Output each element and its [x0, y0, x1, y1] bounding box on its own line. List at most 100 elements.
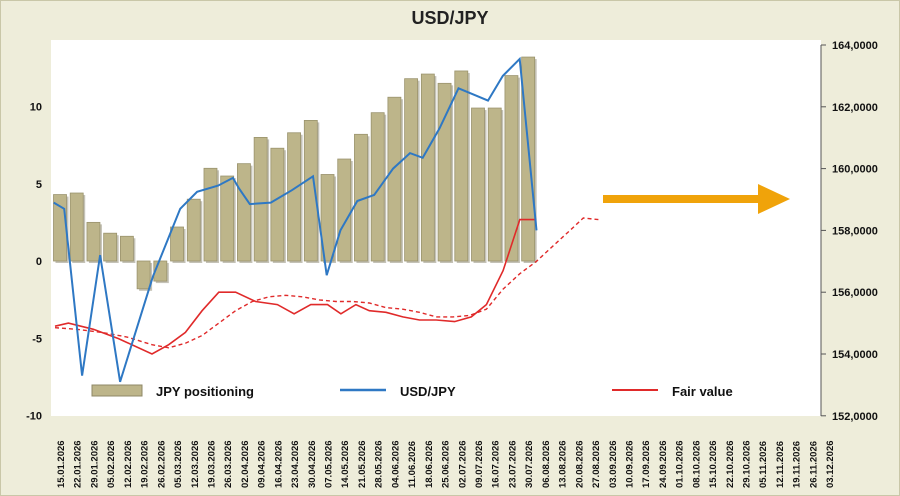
x-tick-label: 02.07.2026: [457, 440, 468, 488]
y2-tick-label: 152,0000: [832, 411, 878, 423]
x-tick-label: 30.07.2026: [524, 440, 535, 488]
x-tick-label: 12.03.2026: [190, 440, 201, 488]
x-tick-label: 08.10.2026: [691, 440, 702, 488]
x-tick-label: 23.07.2026: [507, 440, 518, 488]
positioning-bar: [420, 73, 435, 262]
positioning-bar: [253, 136, 268, 262]
positioning-bar: [103, 232, 118, 262]
positioning-bar: [337, 158, 352, 262]
x-tick-label: 07.05.2026: [324, 440, 335, 488]
legend: JPY positioning USD/JPY Fair value: [91, 384, 733, 399]
positioning-bar: [504, 75, 519, 262]
legend-label-fair-value: Fair value: [672, 384, 733, 399]
chart-title: USD/JPY: [411, 8, 489, 28]
x-tick-label: 10.09.2026: [624, 440, 635, 488]
x-tick-label: 03.09.2026: [608, 440, 619, 488]
positioning-bar: [270, 147, 285, 262]
x-tick-label: 19.11.2026: [792, 441, 803, 488]
y-tick-label: 5: [36, 179, 42, 191]
positioning-bar: [454, 70, 469, 262]
x-tick-label: 11.06.2026: [407, 441, 418, 488]
x-tick-label: 22.01.2026: [73, 440, 84, 488]
y-tick-label: 10: [30, 102, 42, 114]
legend-label-positioning: JPY positioning: [156, 384, 254, 399]
x-tick-label: 19.02.2026: [140, 440, 151, 488]
positioning-bar: [521, 56, 536, 262]
x-tick-label: 12.02.2026: [123, 440, 134, 488]
y-tick-label: 0: [36, 256, 42, 268]
y2-tick-label: 164,0000: [832, 40, 878, 52]
chart-lines: [53, 56, 599, 383]
positioning-bar: [303, 120, 318, 262]
positioning-bar: [287, 132, 301, 262]
fair-value-line: [54, 218, 537, 355]
positioning-bar: [387, 96, 402, 262]
forecast-arrow-icon: [603, 184, 790, 214]
positioning-bar: [69, 192, 84, 262]
x-tick-label: 09.04.2026: [257, 440, 268, 488]
positioning-bar: [86, 221, 101, 262]
x-tick-label: 29.10.2026: [742, 440, 753, 488]
x-tick-label: 05.03.2026: [173, 440, 184, 488]
positioning-bar: [220, 175, 235, 262]
x-tick-label: 13.08.2026: [558, 440, 569, 488]
legend-label-usdjpy: USD/JPY: [400, 384, 456, 399]
x-tick-label: 06.08.2026: [541, 440, 552, 488]
x-axis: 15.01.2026 22.01.2026 29.01.2026 05.02.2026…: [56, 440, 836, 488]
x-tick-label: 04.06.2026: [390, 440, 401, 488]
legend-swatch-positioning: [91, 384, 143, 397]
x-tick-label: 21.05.2026: [357, 440, 368, 488]
positioning-bar: [404, 78, 419, 262]
positioning-bar: [237, 163, 251, 262]
x-tick-label: 15.01.2026: [56, 440, 67, 488]
positioning-bars: [53, 56, 537, 291]
x-tick-label: 28.05.2026: [374, 440, 385, 488]
positioning-bar: [136, 260, 151, 290]
y2-tick-label: 154,0000: [832, 349, 878, 361]
y-axis-left: 10 5 0 -5 -10: [26, 102, 42, 423]
y2-tick-label: 160,0000: [832, 164, 878, 176]
x-tick-label: 19.03.2026: [206, 440, 217, 488]
x-tick-label: 26.02.2026: [156, 440, 167, 488]
usdjpy-line: [53, 56, 538, 383]
x-tick-label: 03.12.2026: [825, 440, 836, 488]
positioning-bar: [370, 112, 385, 262]
x-tick-label: 29.01.2026: [89, 440, 100, 488]
x-tick-label: 02.04.2026: [240, 440, 251, 488]
x-tick-label: 12.11.2026: [775, 441, 786, 488]
x-tick-label: 26.11.2026: [808, 441, 819, 488]
x-tick-label: 30.04.2026: [307, 440, 318, 488]
x-tick-label: 15.10.2026: [708, 440, 719, 488]
y2-tick-label: 162,0000: [832, 102, 878, 114]
x-tick-label: 20.08.2026: [574, 440, 585, 488]
x-tick-label: 05.02.2026: [106, 440, 117, 488]
x-tick-label: 14.05.2026: [340, 440, 351, 488]
y-tick-label: -5: [32, 333, 42, 345]
positioning-bar: [320, 174, 335, 262]
positioning-bar: [186, 198, 201, 262]
x-tick-label: 17.09.2026: [641, 440, 652, 488]
y-tick-label: -10: [26, 411, 42, 423]
x-tick-label: 18.06.2026: [424, 440, 435, 488]
x-tick-label: 16.07.2026: [491, 440, 502, 488]
positioning-bar: [170, 226, 184, 262]
positioning-bar: [203, 167, 218, 262]
x-tick-label: 27.08.2026: [591, 440, 602, 488]
positioning-bar: [437, 82, 452, 262]
y-axis-right: 164,0000 162,0000 160,0000 158,0000 156,0000…: [820, 40, 878, 423]
x-tick-label: 22.10.2026: [725, 440, 736, 488]
x-tick-label: 09.07.2026: [474, 440, 485, 488]
x-tick-label: 25.06.2026: [441, 440, 452, 488]
x-tick-label: 01.10.2026: [675, 440, 686, 488]
positioning-bar: [119, 235, 134, 262]
positioning-bar: [471, 107, 485, 262]
x-tick-label: 26.03.2026: [223, 440, 234, 488]
x-tick-label: 23.04.2026: [290, 440, 301, 488]
x-tick-label: 16.04.2026: [273, 440, 284, 488]
x-tick-label: 05.11.2026: [758, 441, 769, 488]
x-tick-label: 24.09.2026: [658, 440, 669, 488]
y2-tick-label: 158,0000: [832, 225, 878, 237]
positioning-bar: [487, 107, 502, 262]
y2-tick-label: 156,0000: [832, 287, 878, 299]
